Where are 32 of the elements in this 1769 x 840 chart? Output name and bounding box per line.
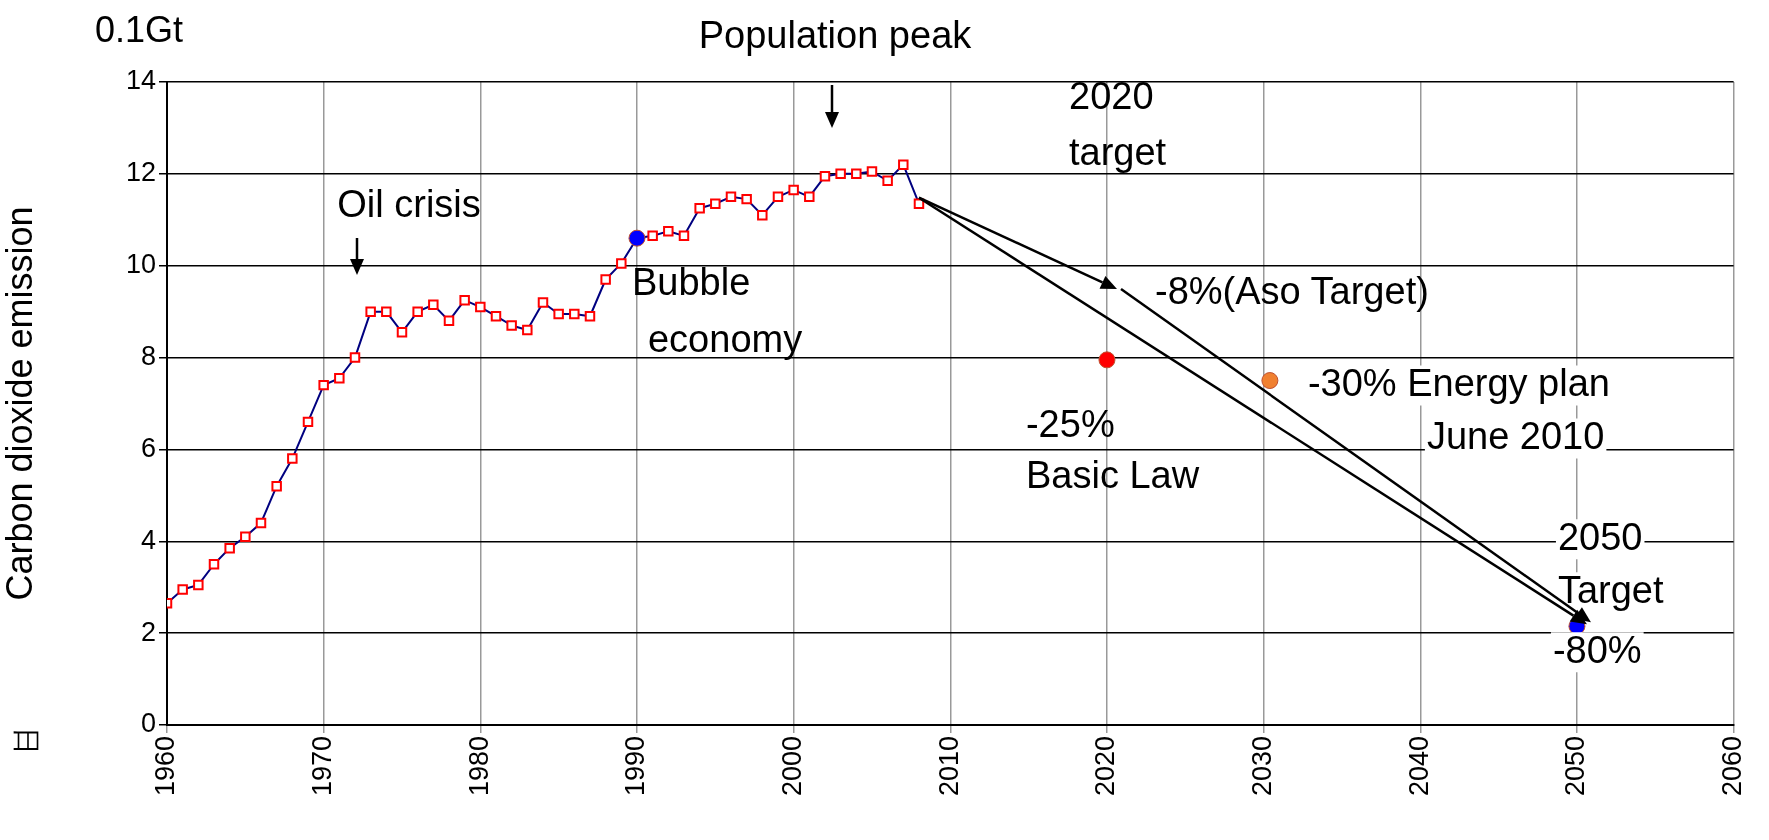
x-tick-label: 2050	[1560, 736, 1591, 797]
annotation: Bubble economy	[631, 260, 803, 360]
annotation: -25% Basic Law	[1025, 403, 1200, 497]
x-tick-label: 2000	[777, 736, 808, 797]
x-tick-label: 2010	[933, 736, 964, 797]
x-tick-label: 1980	[463, 736, 494, 797]
y-tick-label: 0	[140, 708, 156, 739]
y-tick-label: 10	[125, 249, 156, 280]
point	[1098, 351, 1116, 369]
point	[1261, 372, 1279, 390]
x-tick-label: 1970	[307, 736, 338, 797]
y-axis-title: Carbon dioxide emission	[0, 206, 40, 601]
annotation: -8%(Aso Target)	[1155, 270, 1429, 313]
annotation: 2020 target	[1069, 75, 1167, 174]
y-tick-label: 6	[140, 432, 156, 463]
y-tick-label: 12	[125, 157, 156, 188]
text: 0.1Gt	[94, 8, 184, 50]
x-tick-label: 2020	[1090, 736, 1121, 797]
x-tick-label: 1990	[620, 736, 651, 797]
annotation: Oil crisis	[337, 183, 481, 226]
y-tick-label: 14	[125, 65, 156, 96]
y-tick-label: 4	[140, 524, 156, 555]
x-tick-label: 2030	[1247, 736, 1278, 797]
y-tick-label: 8	[140, 341, 156, 372]
x-tick-label: 2040	[1403, 736, 1434, 797]
text: 日	[11, 727, 43, 755]
annotation: -30% Energy plan June 2010	[1307, 362, 1610, 458]
annotation: 2050 Target -80%	[1552, 515, 1664, 671]
text: Population peak	[698, 14, 973, 57]
y-tick-label: 2	[140, 616, 156, 647]
x-tick-label: 2060	[1717, 736, 1748, 797]
x-tick-label: 1960	[150, 736, 181, 797]
